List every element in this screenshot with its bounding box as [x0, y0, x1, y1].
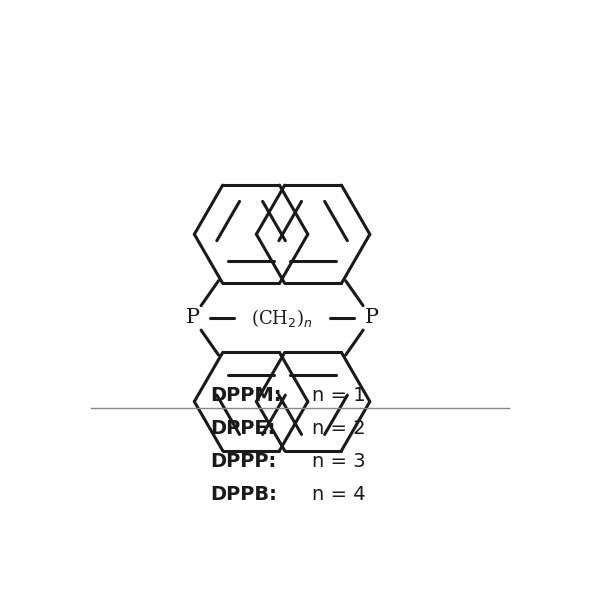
Text: n = 2: n = 2	[312, 419, 365, 438]
Text: DPPM:: DPPM:	[211, 386, 282, 405]
Text: n = 1: n = 1	[312, 386, 365, 405]
Text: (CH$_2$)$_n$: (CH$_2$)$_n$	[251, 307, 313, 329]
Text: DPPE:: DPPE:	[211, 419, 276, 438]
Text: n = 4: n = 4	[312, 485, 365, 503]
Text: n = 3: n = 3	[312, 452, 365, 471]
Text: DPPB:: DPPB:	[211, 485, 277, 503]
Text: P: P	[185, 308, 199, 328]
Text: DPPP:: DPPP:	[211, 452, 277, 471]
Text: P: P	[365, 308, 379, 328]
